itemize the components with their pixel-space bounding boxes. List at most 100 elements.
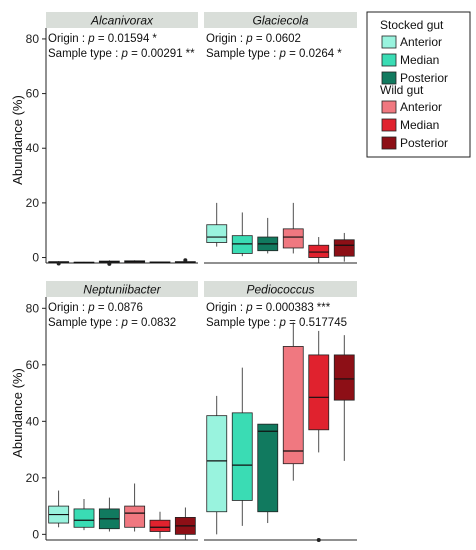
box: [282, 346, 304, 465]
stat-p-value: 0.00291: [141, 48, 183, 60]
stat-p-value: 0.517745: [299, 317, 347, 329]
legend-item-label: Median: [400, 118, 439, 132]
stat-annotation: Origin : p = 0.01594 *: [48, 33, 157, 45]
stat-prefix: Sample type :: [206, 48, 280, 60]
box: [231, 412, 253, 501]
boxplot: [333, 335, 355, 461]
y-axis-label-top: Abundance (%): [10, 95, 25, 185]
legend-item-label: Posterior: [400, 136, 448, 150]
facet-panel: Glaciecola Origin : p = 0.0602 Sample type…: [204, 12, 357, 264]
box: [282, 228, 304, 249]
stat-p-symbol: p: [121, 48, 129, 60]
stat-p-value: 0.0832: [141, 317, 176, 329]
stat-equals: =: [95, 302, 108, 314]
y-tick-label: 80: [26, 32, 40, 46]
y-tick-label: 20: [26, 196, 40, 210]
stat-prefix: Origin :: [206, 33, 246, 45]
box: [149, 519, 171, 532]
stat-prefix: Sample type :: [48, 317, 122, 329]
facet-strip: [46, 281, 198, 297]
y-tick-label: 60: [26, 87, 40, 101]
y-tick-label: 0: [32, 251, 39, 265]
boxplot: [282, 202, 304, 254]
stat-equals: =: [286, 48, 299, 60]
legend-item-label: Median: [400, 53, 439, 67]
stat-annotation: Origin : p = 0.0876: [48, 302, 143, 314]
stat-prefix: Origin :: [206, 302, 246, 314]
stat-p-symbol: p: [87, 33, 95, 45]
box: [231, 235, 253, 254]
box: [308, 354, 330, 431]
legend-item-label: Anterior: [400, 35, 442, 49]
stat-significance: **: [186, 48, 195, 60]
stat-p-value: 0.0264: [299, 48, 335, 60]
legend-item-label: Anterior: [400, 100, 442, 114]
legend-swatch: [381, 35, 397, 49]
boxplot: [149, 261, 171, 264]
facet-title: Neptuniibacter: [83, 283, 161, 297]
stat-p-symbol: p: [279, 317, 287, 329]
stat-p-value: 0.0876: [108, 302, 143, 314]
facet-strip: [204, 281, 357, 297]
stat-prefix: Origin :: [48, 33, 88, 45]
y-tick-label: 40: [26, 141, 40, 155]
legend-item-label: Posterior: [400, 71, 448, 85]
y-tick-label: 60: [26, 358, 40, 372]
boxplot: [73, 499, 95, 531]
facet-title: Glaciecola: [252, 14, 308, 28]
box: [124, 505, 146, 528]
stat-p-symbol: p: [121, 317, 129, 329]
legend-swatch: [381, 118, 397, 132]
stat-equals: =: [128, 48, 141, 60]
facet-strip: [204, 12, 357, 28]
stat-equals: =: [95, 33, 108, 45]
stat-annotation: Sample type : p = 0.00291 **: [48, 48, 195, 60]
boxplot: [73, 261, 95, 264]
outlier-point: [56, 261, 61, 266]
stat-p-value: 0.01594: [108, 33, 150, 45]
boxplot: [124, 260, 146, 263]
stat-equals: =: [128, 317, 141, 329]
outlier-point: [107, 261, 112, 266]
facet-panel: Neptuniibacter Origin : p = 0.0876 Sample …: [46, 281, 198, 541]
box: [308, 244, 330, 258]
boxplot: [98, 260, 120, 266]
legend-group-title: Stocked gut: [380, 18, 444, 32]
boxplot: [48, 490, 70, 528]
stat-p-value: 0.0602: [266, 33, 301, 45]
stat-p-symbol: p: [245, 33, 253, 45]
boxplot: [257, 217, 279, 254]
stat-p-symbol: p: [87, 302, 95, 314]
stat-equals: =: [253, 33, 266, 45]
facet-strip: [46, 12, 198, 28]
boxplot: [206, 395, 228, 535]
stat-significance: *: [337, 48, 342, 60]
legend-swatch: [381, 136, 397, 150]
stat-equals: =: [253, 302, 266, 314]
stat-annotation: Origin : p = 0.0602: [206, 33, 301, 45]
legend-swatch: [381, 100, 397, 114]
facet-title: Pediococcus: [246, 283, 314, 297]
boxplot: [257, 423, 279, 524]
stat-annotation: Sample type : p = 0.0832: [48, 317, 176, 329]
stat-annotation: Origin : p = 0.000383 ***: [206, 302, 331, 314]
boxplot: [124, 483, 146, 532]
boxplot: [282, 322, 304, 481]
outlier-point: [316, 538, 321, 542]
boxplot: [308, 330, 330, 542]
stat-p-value: 0.000383: [266, 302, 314, 314]
stat-p-symbol: p: [245, 302, 253, 314]
y-axis-label-bottom: Abundance (%): [10, 368, 25, 458]
stat-p-symbol: p: [279, 48, 287, 60]
y-tick-label: 40: [26, 414, 40, 428]
stat-annotation: Sample type : p = 0.0264 *: [206, 48, 342, 60]
outlier-point: [183, 258, 188, 263]
y-tick-label: 20: [26, 471, 40, 485]
boxplot: [174, 507, 196, 540]
stat-significance: ***: [317, 302, 331, 314]
stat-significance: *: [152, 33, 157, 45]
